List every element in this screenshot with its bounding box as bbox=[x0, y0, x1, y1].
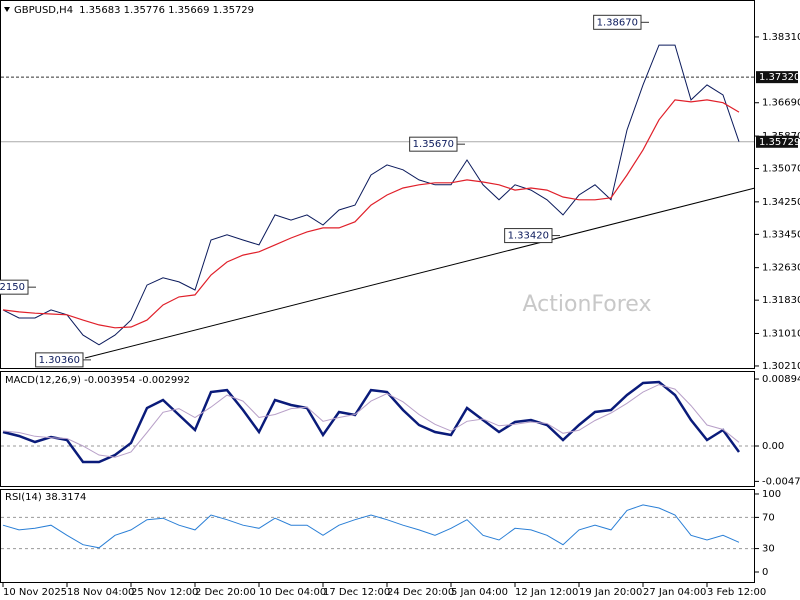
y-tick-label: 1.36690 bbox=[762, 98, 800, 109]
x-tick-label: 2 Dec 20:00 bbox=[195, 587, 256, 598]
annotation-label: 2150 bbox=[0, 282, 25, 293]
y-tick-label: 1.33450 bbox=[762, 229, 800, 240]
rsi-panel bbox=[0, 489, 755, 583]
annotation-label: 1.30360 bbox=[39, 355, 80, 366]
annotation-label: 1.35670 bbox=[413, 139, 454, 150]
watermark: ActionForex bbox=[523, 292, 652, 317]
macd-title: MACD(12,26,9) -0.003954 -0.002992 bbox=[5, 375, 190, 386]
y-tick-label: 1.35070 bbox=[762, 164, 800, 175]
y-tick-label: 1.31830 bbox=[762, 295, 800, 306]
y-tick-label: 1.34250 bbox=[762, 197, 800, 208]
x-tick-label: 18 Nov 04:00 bbox=[67, 587, 134, 598]
y-tick-label: 1.30210 bbox=[762, 361, 800, 372]
y-tick-label: 0 bbox=[762, 567, 768, 578]
y-tick-label: 30 bbox=[762, 544, 775, 555]
series-line bbox=[2, 380, 741, 464]
x-tick-label: 5 Jan 04:00 bbox=[451, 587, 508, 598]
y-tick-label: 1.32630 bbox=[762, 263, 800, 274]
x-tick-label: 3 Feb 12:00 bbox=[707, 587, 766, 598]
price-label-box bbox=[756, 135, 798, 148]
main-panel bbox=[0, 0, 755, 369]
series-line bbox=[2, 384, 740, 458]
price-label: 1.37320 bbox=[759, 72, 800, 83]
x-tick-label: 24 Dec 20:00 bbox=[387, 587, 454, 598]
trendline bbox=[84, 187, 756, 359]
symbol: GBPUSD,H4 bbox=[14, 5, 73, 16]
ohlc: 1.35683 1.35776 1.35669 1.35729 bbox=[79, 5, 254, 16]
x-tick-label: 10 Nov 2025 bbox=[3, 587, 67, 598]
x-tick-label: 17 Dec 12:00 bbox=[323, 587, 390, 598]
y-tick-label: 0.00 bbox=[762, 441, 784, 452]
y-tick-label: 70 bbox=[762, 512, 775, 523]
chart-header: GBPUSD,H4 1.35683 1.35776 1.35669 1.35729 bbox=[14, 5, 254, 16]
price-label: 1.35729 bbox=[759, 137, 800, 148]
annotation-label: 1.33420 bbox=[508, 231, 549, 242]
y-tick-label: -0.004725 bbox=[762, 476, 800, 487]
x-tick-label: 25 Nov 12:00 bbox=[131, 587, 198, 598]
series-line bbox=[2, 99, 740, 329]
y-tick-label: 1.38310 bbox=[762, 32, 800, 43]
x-tick-label: 19 Jan 20:00 bbox=[579, 587, 642, 598]
macd-panel bbox=[0, 371, 755, 487]
rsi-title: RSI(14) 38.3174 bbox=[5, 492, 86, 503]
y-tick-label: 1.31010 bbox=[762, 328, 800, 339]
x-tick-label: 12 Jan 12:00 bbox=[515, 587, 578, 598]
x-tick-label: 10 Dec 04:00 bbox=[259, 587, 326, 598]
series-line bbox=[2, 44, 740, 346]
price-label-box bbox=[756, 71, 798, 84]
x-tick-label: 27 Jan 04:00 bbox=[643, 587, 706, 598]
y-tick-label: 100 bbox=[762, 489, 781, 500]
annotation-label: 1.38670 bbox=[597, 17, 638, 28]
menu-icon[interactable] bbox=[4, 7, 10, 12]
y-tick-label: 0.008942 bbox=[762, 374, 800, 385]
series-line bbox=[2, 504, 740, 549]
